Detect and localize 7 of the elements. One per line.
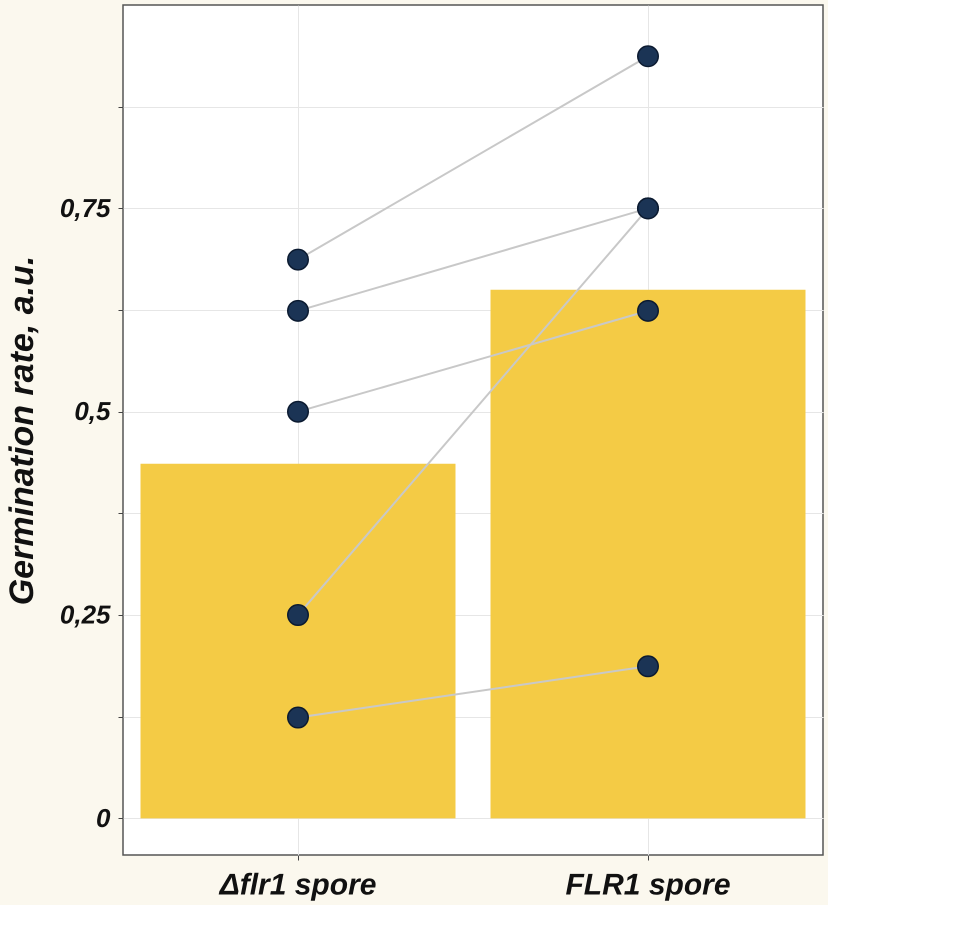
- y-tick-label: 0,25: [60, 600, 112, 630]
- y-tick-label: 0,75: [60, 192, 112, 223]
- x-tick-label: Δflr1 spore: [218, 868, 376, 902]
- y-tick-label: 0,5: [74, 396, 112, 426]
- y-axis-title: Germination rate, a.u.: [2, 256, 41, 606]
- x-tick-label: FLR1 spore: [565, 868, 731, 902]
- y-tick-label: 0: [96, 802, 112, 833]
